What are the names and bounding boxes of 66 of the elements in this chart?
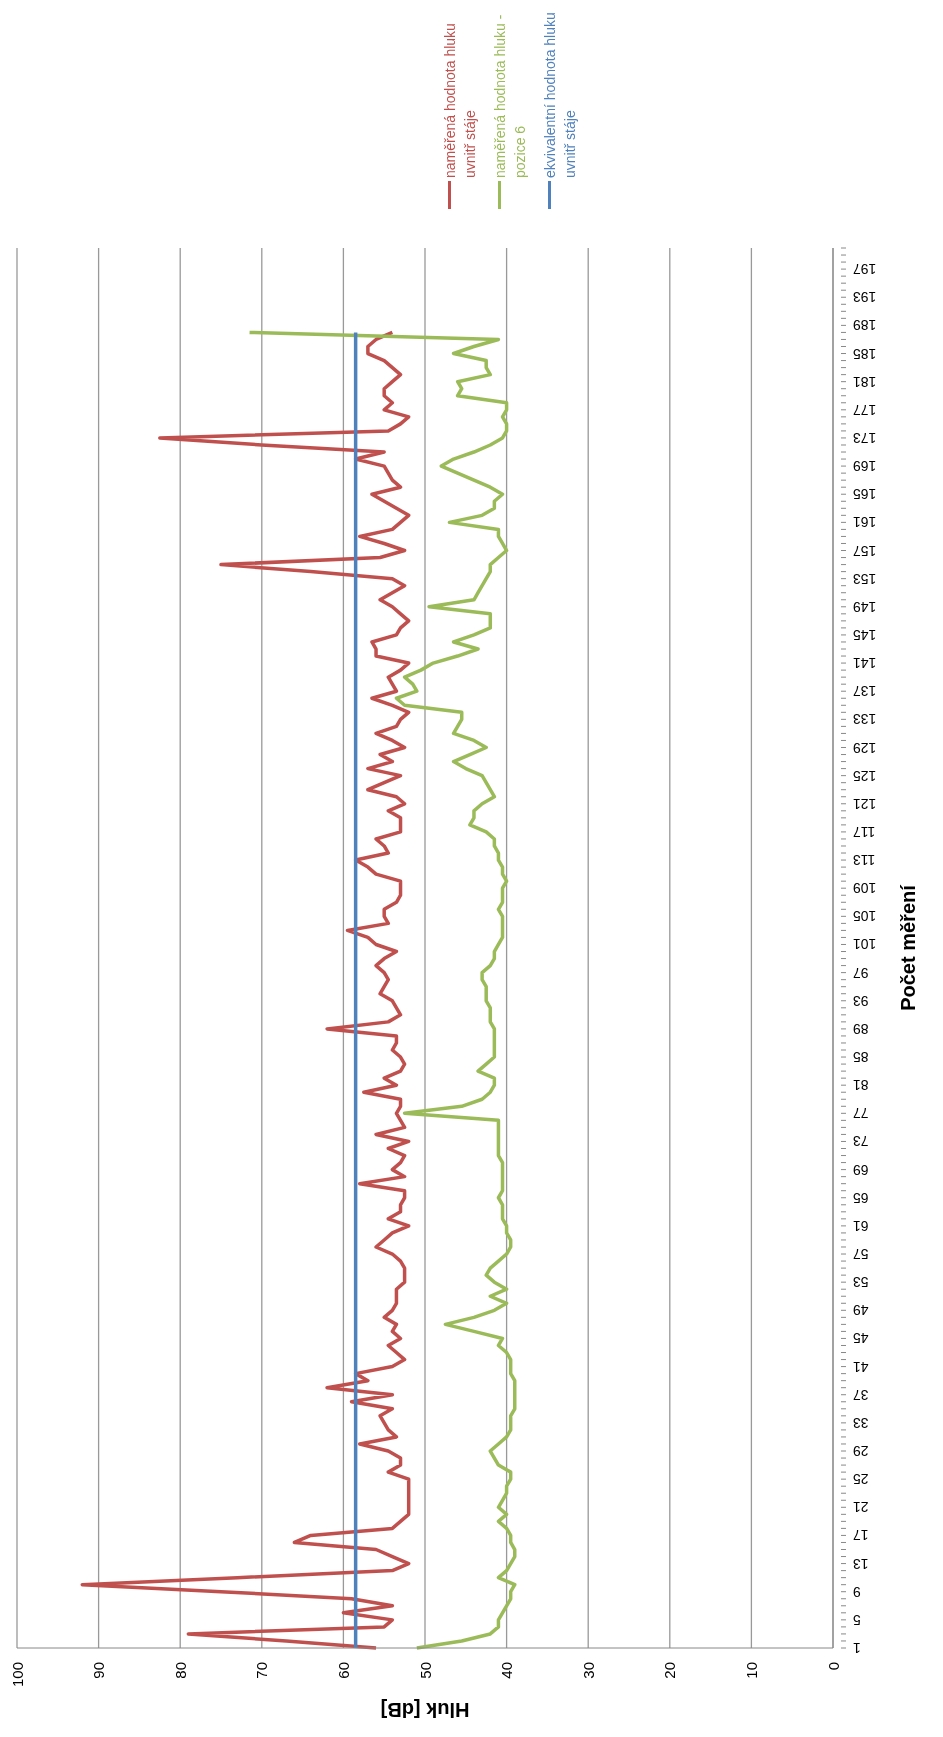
y-tick-label: 1 xyxy=(852,1640,861,1656)
y-tick-label: 53 xyxy=(852,1274,869,1291)
y-tick-label: 153 xyxy=(852,570,877,587)
x-axis-title: Hluk [dB] xyxy=(380,1699,470,1721)
y-tick-label: 129 xyxy=(852,739,877,756)
x-tick-label: 100 xyxy=(8,1662,26,1688)
y-tick-label: 69 xyxy=(852,1161,869,1178)
text: naměřená hodnota hluku uvnitř stáje xyxy=(441,22,479,178)
y-tick-label: 45 xyxy=(852,1330,869,1347)
y-tick-label: 25 xyxy=(852,1471,869,1488)
y-tick-label: 117 xyxy=(852,823,876,840)
y-tick-label: 137 xyxy=(852,683,877,700)
x-tick-label: 40 xyxy=(498,1662,516,1679)
y-tick-label: 125 xyxy=(852,767,877,784)
y-tick-label: 5 xyxy=(852,1611,861,1628)
y-tick-label: 101 xyxy=(852,936,877,953)
y-tick-label: 37 xyxy=(852,1386,869,1403)
y-axis-title: Počet měření xyxy=(897,883,919,1011)
y-tick-label: 165 xyxy=(852,486,877,503)
y-tick-label: 77 xyxy=(852,1105,869,1122)
y-tick-label: 161 xyxy=(852,514,877,531)
y-tick-label: 141 xyxy=(852,655,877,672)
y-tick-label: 173 xyxy=(852,429,877,446)
y-tick-label: 85 xyxy=(852,1049,869,1066)
y-tick-label: 193 xyxy=(852,289,877,306)
y-tick-label: 113 xyxy=(852,852,876,869)
y-tick-label: 73 xyxy=(852,1133,869,1150)
y-tick-label: 185 xyxy=(852,345,877,362)
y-tick-label: 49 xyxy=(852,1302,869,1319)
x-tick-label: 0 xyxy=(824,1662,842,1671)
y-tick-label: 17 xyxy=(852,1527,869,1544)
y-tick-label: 169 xyxy=(852,458,877,475)
x-tick-label: 50 xyxy=(416,1662,434,1679)
y-tick-label: 181 xyxy=(852,373,877,390)
x-tick-label: 10 xyxy=(742,1662,760,1679)
y-tick-label: 109 xyxy=(852,880,877,897)
x-tick-label: 80 xyxy=(171,1662,189,1679)
y-tick-label: 89 xyxy=(852,1020,869,1037)
y-tick-label: 61 xyxy=(852,1217,869,1234)
y-tick-label: 97 xyxy=(852,964,869,981)
x-tick-label: 30 xyxy=(579,1662,597,1679)
y-tick-label: 81 xyxy=(852,1077,869,1094)
y-tick-label: 105 xyxy=(852,908,877,925)
y-tick-label: 157 xyxy=(852,542,877,559)
y-tick-label: 149 xyxy=(852,598,877,615)
text: naměřená hodnota hluku - pozice 6 xyxy=(491,13,529,178)
y-tick-label: 21 xyxy=(852,1499,869,1516)
y-tick-label: 121 xyxy=(852,795,877,812)
y-tick-label: 57 xyxy=(852,1246,869,1263)
y-tick-label: 189 xyxy=(852,317,877,334)
y-tick-label: 93 xyxy=(852,992,869,1009)
y-tick-label: 33 xyxy=(852,1414,869,1431)
y-tick-label: 133 xyxy=(852,711,877,728)
y-tick-label: 29 xyxy=(852,1443,869,1460)
y-tick-label: 9 xyxy=(852,1583,861,1600)
x-tick-label: 60 xyxy=(334,1662,352,1679)
y-tick-label: 65 xyxy=(852,1189,869,1206)
y-tick-label: 177 xyxy=(852,401,877,418)
x-tick-label: 20 xyxy=(661,1662,679,1679)
y-tick-label: 13 xyxy=(852,1555,869,1572)
y-tick-label: 145 xyxy=(852,626,877,643)
x-tick-label: 70 xyxy=(253,1662,271,1679)
text: ekvivalentní hodnota hluku uvnitř stáje xyxy=(541,11,579,178)
x-tick-label: 90 xyxy=(90,1662,108,1679)
y-tick-label: 197 xyxy=(852,261,877,278)
y-tick-label: 41 xyxy=(852,1358,869,1375)
